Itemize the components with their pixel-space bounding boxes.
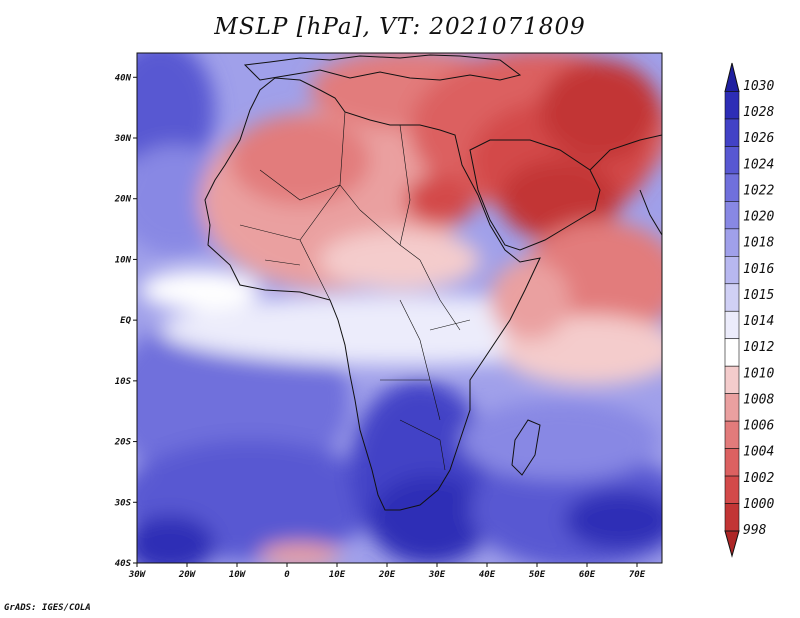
europe-coastline	[243, 54, 522, 81]
grads-credit: GrADS: IGES/COLA	[4, 603, 91, 613]
colorbar-label: 1024	[743, 157, 774, 172]
longitude-ticks: 30W 20W 10W 0 10E 20E 30E 40E 50E 60E 70E	[128, 563, 646, 580]
colorbar-swatch	[724, 91, 740, 120]
colorbar-label: 1004	[743, 445, 774, 460]
lat-label: 30N	[114, 134, 132, 144]
colorbar-label: 1010	[743, 366, 774, 381]
africa-coastline	[204, 77, 541, 511]
map-title: MSLP [hPa], VT: 2021071809	[214, 14, 586, 40]
arabia-coastline	[469, 139, 601, 251]
colorbar-label: 1000	[743, 497, 774, 512]
colorbar-swatch	[724, 503, 740, 532]
colorbar-swatch	[724, 365, 740, 394]
lat-label: 20S	[114, 438, 132, 448]
madagascar-coastline	[511, 419, 541, 476]
colorbar-label: 1008	[743, 392, 774, 407]
lat-label: 30S	[114, 498, 132, 508]
lat-label: 10N	[115, 255, 132, 265]
colorbar-label: 1006	[743, 419, 774, 434]
colorbar-label: 1002	[743, 471, 774, 486]
colorbar-swatch	[724, 310, 740, 340]
colorbar-label: 1022	[743, 183, 774, 198]
colorbar-label: 1028	[743, 105, 774, 120]
colorbar-swatch	[724, 118, 740, 147]
colorbar-label: 1015	[743, 288, 774, 303]
colorbar-swatch	[724, 393, 740, 422]
colorbar-swatch	[724, 283, 740, 312]
colorbar-swatch	[724, 338, 740, 367]
colorbar-label: 1020	[743, 210, 774, 225]
colorbar-swatch	[724, 228, 740, 257]
lon-label: 30W	[128, 570, 147, 580]
colorbar-swatch	[724, 201, 740, 230]
colorbar-label: 1014	[743, 314, 774, 329]
lon-label: 0	[284, 570, 290, 580]
colorbar-label: 1026	[743, 131, 774, 146]
colorbar-label: 1016	[743, 262, 774, 277]
colorbar-label: 1018	[743, 236, 774, 251]
lat-label: 40N	[115, 73, 132, 83]
colorbar-label: 1012	[743, 340, 774, 355]
lon-label: 10E	[329, 570, 346, 580]
colorbar-label: 998	[743, 523, 767, 538]
coastlines	[204, 54, 662, 511]
lat-label: 40S	[115, 559, 132, 569]
colorbar: 1030 1028 1026 1024 1022 1020 1018 1016 1015 1014…	[724, 62, 774, 558]
lon-label: 50E	[529, 570, 546, 580]
colorbar-bottom-arrow	[724, 530, 740, 558]
lon-label: 40E	[479, 570, 496, 580]
colorbar-swatch	[724, 475, 740, 504]
border-lines	[239, 111, 471, 471]
colorbar-swatch	[724, 448, 740, 477]
lat-label: 10S	[115, 377, 132, 387]
lon-label: 60E	[579, 570, 596, 580]
india-coastline	[639, 189, 662, 236]
colorbar-swatch	[724, 173, 740, 202]
lon-label: 30E	[428, 570, 446, 580]
lat-label: EQ	[120, 316, 131, 326]
colorbar-top-arrow	[724, 62, 740, 92]
lon-label: 20W	[178, 570, 197, 580]
colorbar-swatch	[724, 256, 740, 285]
colorbar-swatch	[724, 146, 740, 175]
colorbar-label: 1030	[743, 79, 774, 94]
colorbar-swatch	[724, 420, 740, 449]
plot-frame	[136, 52, 663, 564]
lon-label: 70E	[629, 570, 646, 580]
asia-coastline	[589, 134, 662, 171]
pressure-field	[137, 53, 662, 563]
lon-label: 10W	[229, 570, 247, 580]
latitude-ticks: 40N 30N 20N 10N EQ 10S 20S 30S 40S	[114, 73, 137, 569]
lat-label: 20N	[114, 195, 132, 205]
lon-label: 20E	[378, 570, 396, 580]
